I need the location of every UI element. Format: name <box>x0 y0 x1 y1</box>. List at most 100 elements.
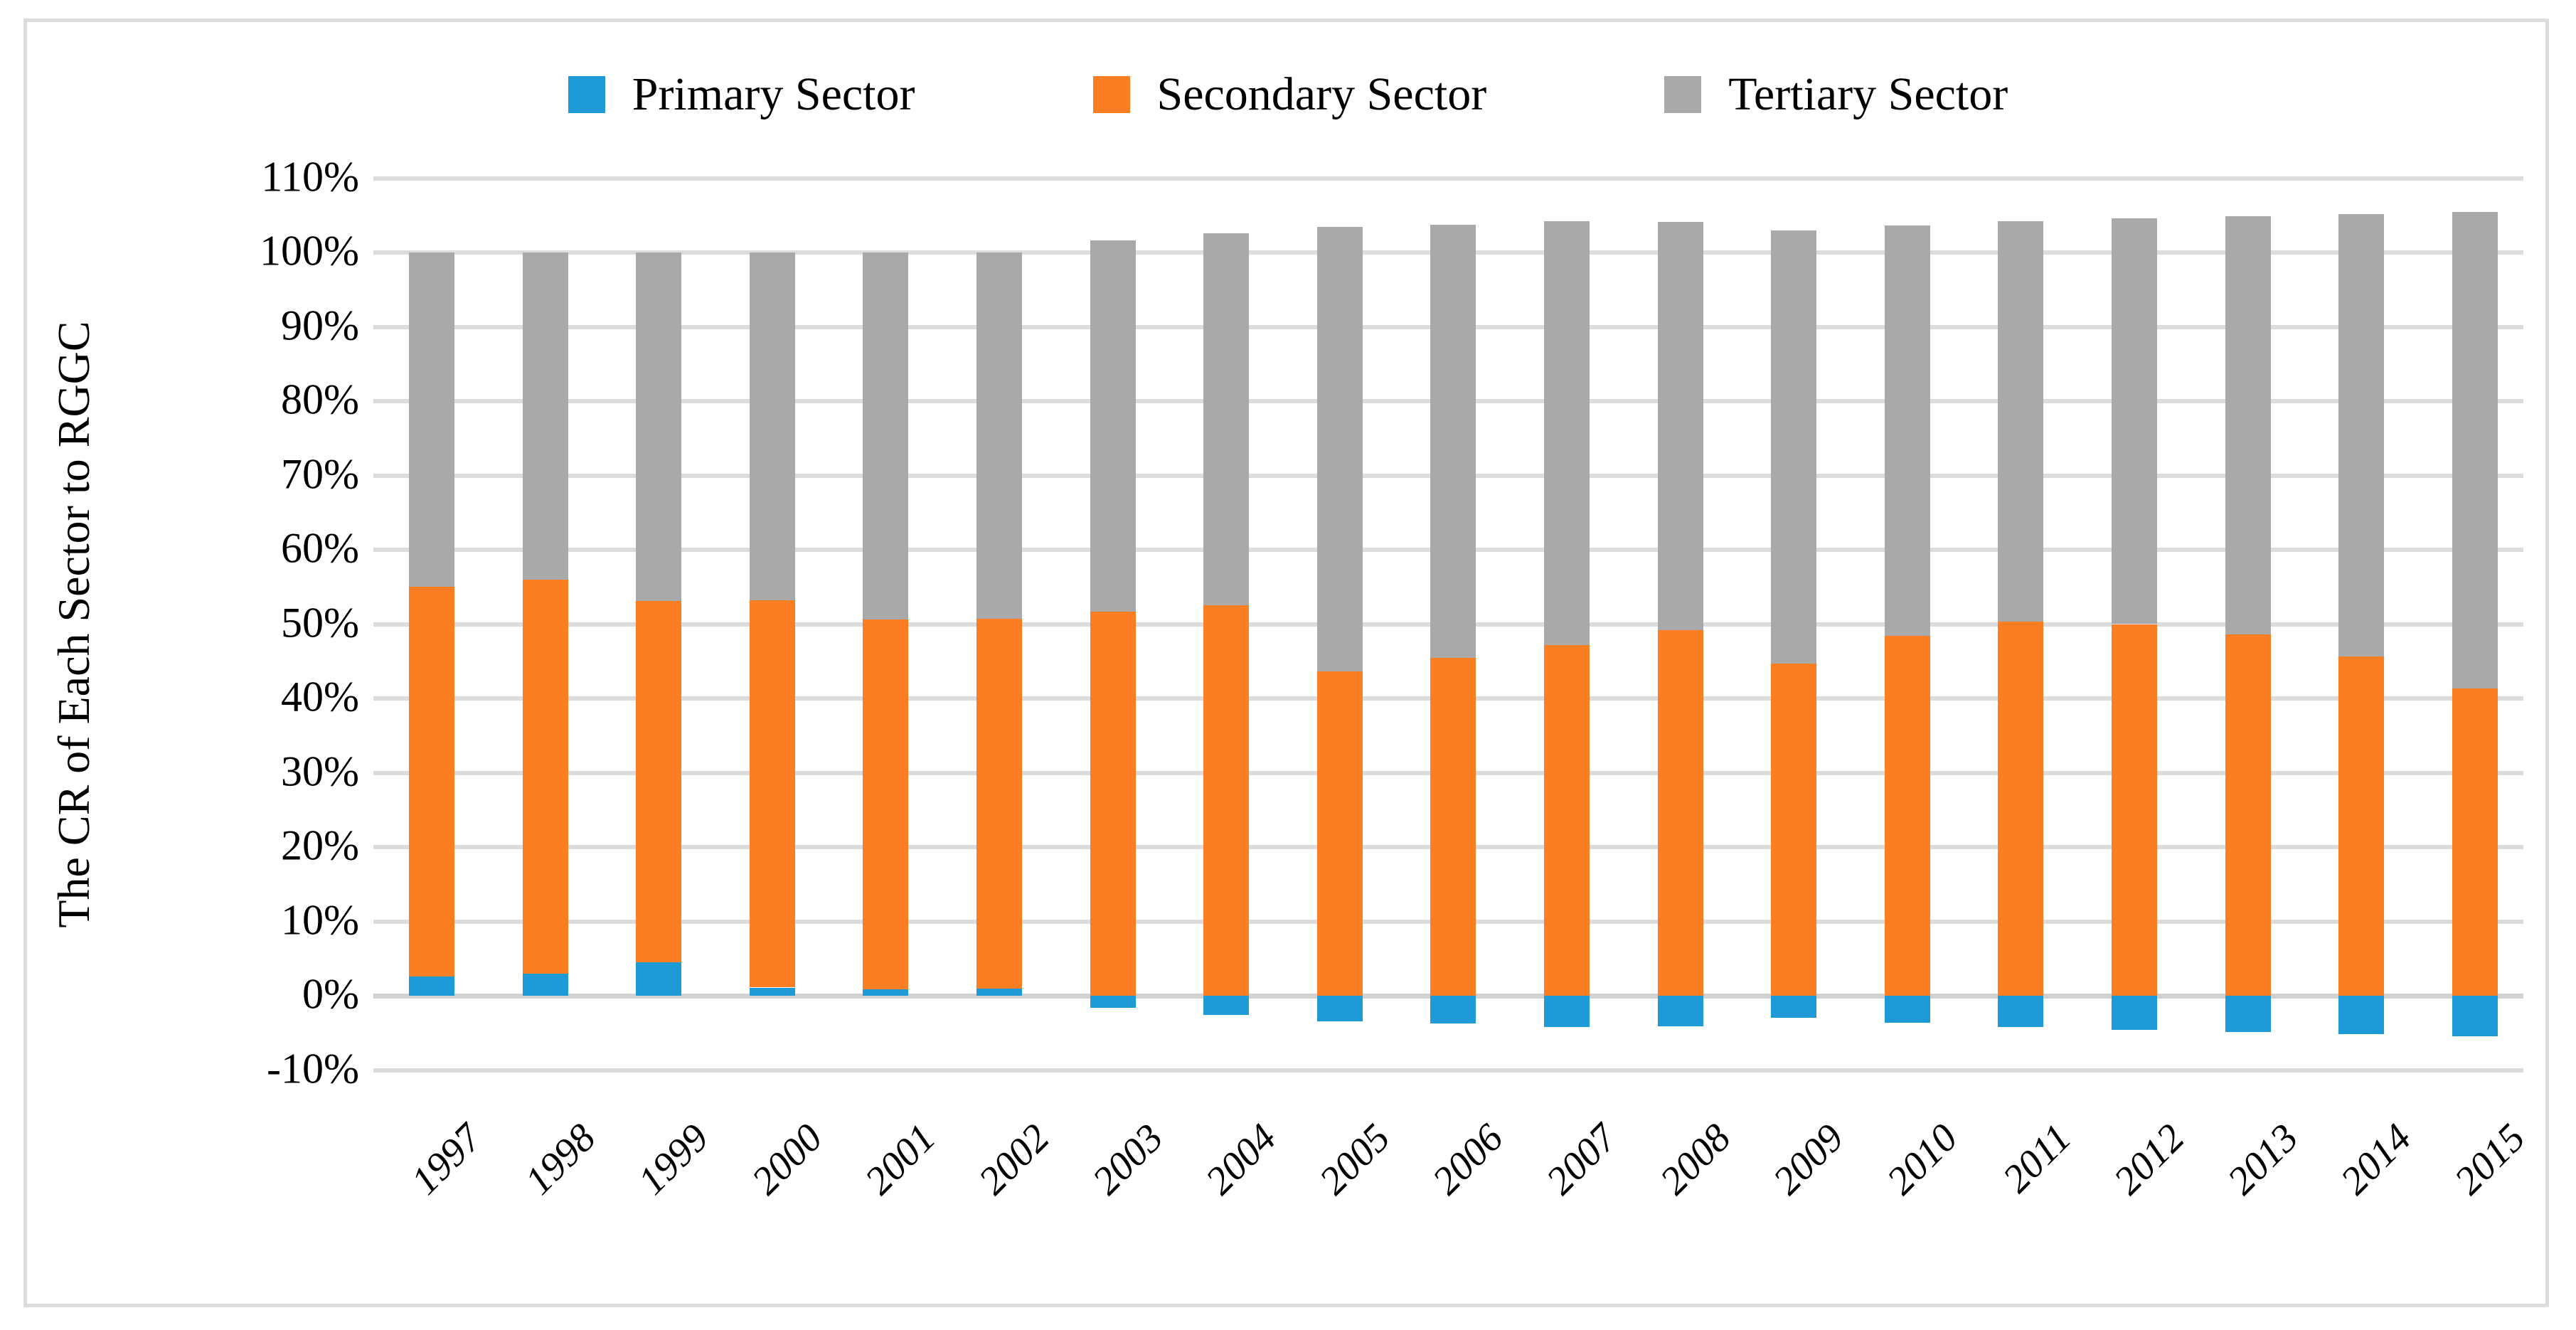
legend-swatch-icon <box>568 76 605 113</box>
primary-bar-segment-2004 <box>1203 996 1249 1016</box>
primary-bar-segment-2012 <box>2112 996 2157 1031</box>
tertiary-bar-segment-2004 <box>1203 233 1249 606</box>
primary-bar-segment-2006 <box>1430 996 1476 1023</box>
secondary-bar-segment-2015 <box>2452 688 2498 996</box>
secondary-bar-segment-2002 <box>976 619 1022 989</box>
secondary-bar-segment-2012 <box>2112 624 2157 996</box>
y-tick-label-50pct: 50% <box>281 599 359 647</box>
primary-bar-segment-1999 <box>636 962 681 996</box>
legend-label: Tertiary Sector <box>1728 68 2008 120</box>
x-tick-label-2002: 2002 <box>970 1115 1058 1203</box>
y-tick-label-30pct: 30% <box>281 748 359 795</box>
y-tick-label-60pct: 60% <box>281 524 359 572</box>
x-tick-label-2005: 2005 <box>1311 1115 1399 1203</box>
legend-item-secondary-sector: Secondary Sector <box>1092 68 1487 120</box>
legend-item-tertiary-sector: Tertiary Sector <box>1664 71 2008 118</box>
primary-bar-segment-2010 <box>1885 996 1930 1023</box>
primary-bar-segment-2011 <box>1998 996 2043 1027</box>
tertiary-bar-segment-2011 <box>1998 221 2043 622</box>
x-tick-label-1999: 1999 <box>629 1115 718 1203</box>
chart-legend: Primary Sector Secondary Sector Tertiary S… <box>0 71 2576 118</box>
x-tick-label-2006: 2006 <box>1424 1115 1512 1203</box>
primary-bar-segment-2008 <box>1658 996 1703 1026</box>
secondary-bar-segment-2009 <box>1771 663 1816 996</box>
tertiary-bar-segment-2000 <box>750 252 795 601</box>
primary-bar-segment-1998 <box>523 973 568 996</box>
secondary-bar-segment-2008 <box>1658 629 1703 996</box>
x-tick-label-1997: 1997 <box>403 1115 491 1203</box>
tertiary-bar-segment-2003 <box>1090 240 1136 612</box>
x-tick-label-2015: 2015 <box>2446 1115 2534 1203</box>
y-tick-label-0pct: 0% <box>302 970 359 1018</box>
x-tick-label-2001: 2001 <box>856 1115 944 1203</box>
secondary-bar-segment-1997 <box>409 587 454 977</box>
x-tick-label-2009: 2009 <box>1765 1115 1853 1203</box>
y-tick-label-40pct: 40% <box>281 673 359 720</box>
legend-swatch-icon <box>1664 76 1702 113</box>
secondary-bar-segment-2001 <box>863 619 908 989</box>
x-tick-label-2008: 2008 <box>1651 1115 1740 1203</box>
x-tick-label-2013: 2013 <box>2219 1115 2307 1203</box>
x-tick-label-2010: 2010 <box>1878 1115 1966 1203</box>
secondary-bar-segment-2010 <box>1885 636 1930 996</box>
primary-bar-segment-2009 <box>1771 996 1816 1018</box>
x-tick-label-2014: 2014 <box>2332 1115 2420 1203</box>
secondary-bar-segment-2013 <box>2225 634 2271 996</box>
primary-bar-segment-2000 <box>750 987 795 996</box>
x-tick-label-1998: 1998 <box>516 1115 605 1203</box>
y-tick-label-70pct: 70% <box>281 450 359 498</box>
tertiary-bar-segment-2015 <box>2452 211 2498 689</box>
y-tick-label-80pct: 80% <box>281 376 359 423</box>
primary-bar-segment-2005 <box>1317 996 1363 1021</box>
y-tick-label-110pct: 110% <box>261 153 359 201</box>
tertiary-bar-segment-1999 <box>636 252 681 602</box>
tertiary-bar-segment-2001 <box>863 252 908 620</box>
y-tick-label--10pct: -10% <box>267 1045 359 1092</box>
gridline-110 <box>373 176 2523 181</box>
legend-item-primary-sector: Primary Sector <box>568 71 915 118</box>
tertiary-bar-segment-2012 <box>2112 218 2157 624</box>
secondary-bar-segment-1999 <box>636 601 681 962</box>
secondary-bar-segment-2011 <box>1998 622 2043 996</box>
y-tick-label-100pct: 100% <box>260 227 359 275</box>
tertiary-bar-segment-2006 <box>1430 225 1476 658</box>
secondary-bar-segment-2004 <box>1203 605 1249 996</box>
tertiary-bar-segment-2007 <box>1544 221 1590 645</box>
tertiary-bar-segment-2010 <box>1885 225 1930 637</box>
tertiary-bar-segment-2005 <box>1317 227 1363 672</box>
legend-swatch-icon <box>1092 76 1130 113</box>
legend-label: Secondary Sector <box>1156 68 1487 120</box>
y-tick-label-90pct: 90% <box>281 302 359 349</box>
primary-bar-segment-2013 <box>2225 996 2271 1033</box>
x-tick-label-2012: 2012 <box>2105 1115 2193 1203</box>
tertiary-bar-segment-2002 <box>976 252 1022 619</box>
x-tick-label-2004: 2004 <box>1197 1115 1285 1203</box>
x-tick-label-2003: 2003 <box>1084 1115 1172 1203</box>
x-tick-label-2000: 2000 <box>743 1115 831 1203</box>
figure-border <box>23 18 2549 1307</box>
secondary-bar-segment-2003 <box>1090 611 1136 996</box>
secondary-bar-segment-2000 <box>750 600 795 988</box>
primary-bar-segment-2003 <box>1090 996 1136 1008</box>
secondary-bar-segment-2006 <box>1430 657 1476 996</box>
primary-bar-segment-2015 <box>2452 996 2498 1037</box>
y-tick-label-20pct: 20% <box>281 821 359 869</box>
tertiary-bar-segment-2013 <box>2225 216 2271 635</box>
legend-label: Primary Sector <box>632 68 915 120</box>
tertiary-bar-segment-2009 <box>1771 230 1816 664</box>
tertiary-bar-segment-2008 <box>1658 222 1703 630</box>
secondary-bar-segment-2014 <box>2338 656 2384 996</box>
x-tick-label-2011: 2011 <box>1994 1115 2080 1201</box>
primary-bar-segment-1997 <box>409 976 454 996</box>
tertiary-bar-segment-1997 <box>409 252 454 587</box>
gridline--10 <box>373 1068 2523 1073</box>
secondary-bar-segment-2007 <box>1544 644 1590 996</box>
secondary-bar-segment-2005 <box>1317 671 1363 996</box>
primary-bar-segment-2007 <box>1544 996 1590 1027</box>
x-tick-label-2007: 2007 <box>1538 1115 1626 1203</box>
primary-bar-segment-2002 <box>976 988 1022 996</box>
tertiary-bar-segment-2014 <box>2338 213 2384 657</box>
y-tick-label-10pct: 10% <box>281 896 359 944</box>
